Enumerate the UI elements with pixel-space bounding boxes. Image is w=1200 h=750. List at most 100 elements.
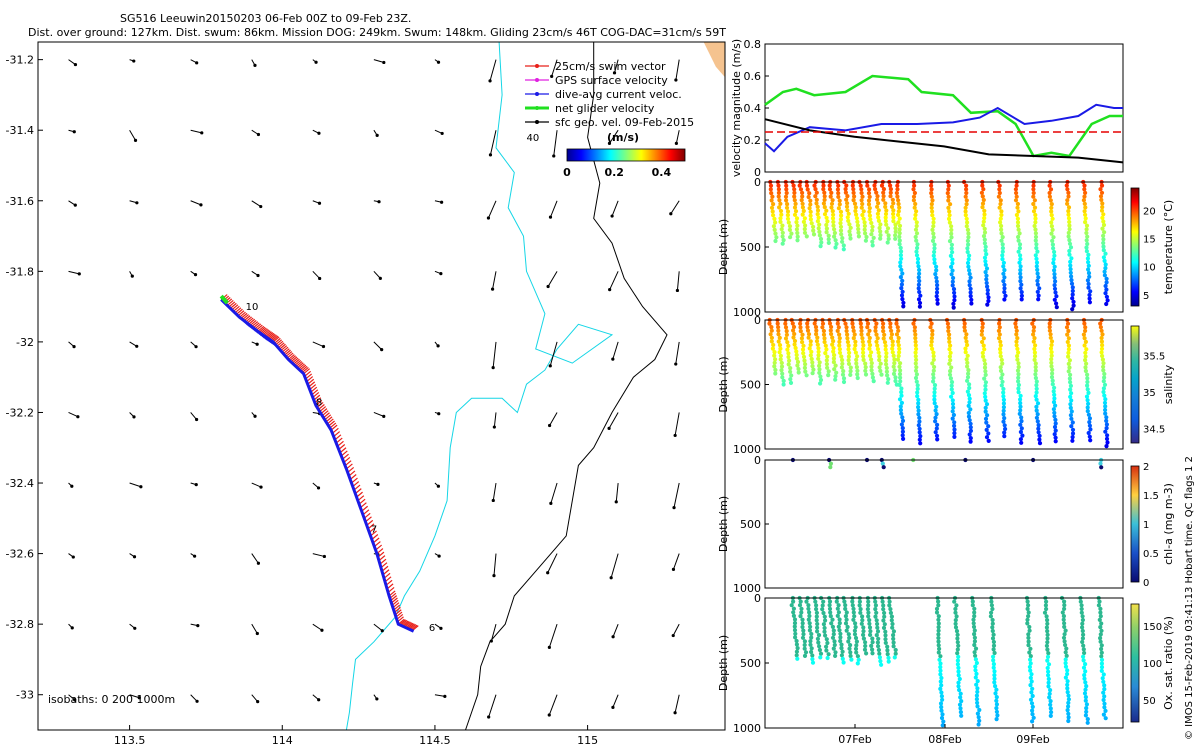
profile-point [1062, 632, 1067, 637]
profile-point [869, 357, 874, 362]
y-axis-label: Depth (m) [717, 496, 730, 552]
profile-point [1061, 614, 1066, 619]
profile-point [868, 353, 873, 358]
profile-point [1082, 201, 1087, 206]
profile-point [897, 216, 902, 221]
profile-point [900, 433, 905, 438]
profile-point [931, 357, 936, 362]
profile-point [884, 229, 889, 234]
profile-point [1033, 253, 1038, 258]
profile-point [934, 433, 940, 438]
profile-point [870, 371, 875, 376]
profile-point [1001, 397, 1007, 402]
profile-point [1014, 343, 1019, 348]
colorbar-label: (m/s) [607, 131, 639, 144]
profile-point [1070, 435, 1075, 440]
profile-point [1049, 364, 1054, 369]
profile-point [853, 635, 859, 641]
profile-point [1052, 286, 1058, 291]
profile-point [830, 335, 835, 340]
profile-point [769, 335, 775, 340]
profile-point [962, 321, 967, 326]
sfc-velocity-head [194, 345, 198, 349]
profile-point [953, 618, 958, 623]
profile-point [831, 212, 836, 217]
profile-point [833, 245, 838, 250]
profile-point [952, 290, 957, 295]
profile-point [991, 647, 996, 652]
profile-point [795, 238, 800, 243]
profile-point [1046, 676, 1051, 682]
profile-point [778, 357, 783, 362]
profile-point [1025, 599, 1030, 604]
profile-point [914, 365, 919, 370]
profile-point [1050, 378, 1055, 383]
profile-point [936, 650, 941, 655]
profile-point [814, 610, 820, 616]
profile-point [863, 238, 869, 243]
profile-point [1097, 617, 1102, 623]
profile-point [824, 230, 829, 235]
y-tick-label: 0 [754, 454, 761, 467]
profile-point [982, 376, 987, 381]
profile-point [856, 657, 861, 662]
profile-point [843, 614, 849, 619]
profile-point [981, 336, 986, 341]
profile-point [967, 268, 972, 273]
sfc-velocity-head [135, 344, 139, 348]
profile-point [1042, 610, 1048, 615]
profile-point [918, 441, 923, 446]
y-tick-label: -31.2 [6, 54, 34, 67]
profile-point [1066, 693, 1071, 698]
colorbar-tick: 100 [1143, 659, 1162, 670]
profile-point [1000, 246, 1006, 251]
profile-point [855, 661, 860, 666]
profile-point [799, 606, 804, 612]
profile-point [870, 243, 875, 248]
sfc-velocity-vector [190, 129, 202, 134]
profile-point [1067, 241, 1073, 246]
profile-point [847, 646, 852, 651]
profile-point [792, 338, 798, 344]
profile-point [1002, 416, 1007, 421]
profile-point [1081, 332, 1086, 337]
profile-point [1014, 212, 1020, 218]
profile-point [786, 362, 791, 367]
profile-point [848, 236, 853, 241]
profile-point [917, 437, 922, 442]
profile-point [955, 658, 961, 663]
profile-point [878, 368, 883, 373]
profile-point [781, 238, 786, 243]
profile-point [941, 719, 946, 724]
profile-point [783, 194, 789, 199]
profile-point [946, 325, 951, 330]
colorbar-tick: 0.4 [652, 166, 672, 179]
profile-point [771, 213, 776, 218]
profile-point [808, 339, 813, 344]
profile-point [817, 360, 822, 365]
profile-point [802, 642, 807, 648]
profile-point [1103, 251, 1108, 256]
profile-point [1081, 665, 1087, 670]
sfc-velocity-head [195, 61, 199, 65]
profile-point [773, 357, 778, 362]
profile-point [1049, 224, 1054, 229]
profile-point [890, 343, 895, 348]
profile-point [1102, 705, 1107, 710]
profile-point [1047, 190, 1052, 196]
sfc-velocity-head [674, 78, 678, 82]
profile-point [984, 420, 989, 425]
colorbar-tick: 35.5 [1143, 351, 1165, 362]
profile-point [806, 617, 811, 622]
profile-point [832, 234, 837, 239]
profile-point [801, 628, 806, 633]
x-tick-label: 114.5 [419, 734, 451, 747]
profile-point [912, 205, 917, 210]
profile-point [1015, 346, 1020, 351]
profile-point [808, 217, 814, 222]
profile-point [850, 599, 855, 604]
profile-point [859, 198, 864, 203]
profile-point [1000, 372, 1005, 377]
profile-point [867, 621, 872, 626]
glider-track [220, 298, 415, 633]
